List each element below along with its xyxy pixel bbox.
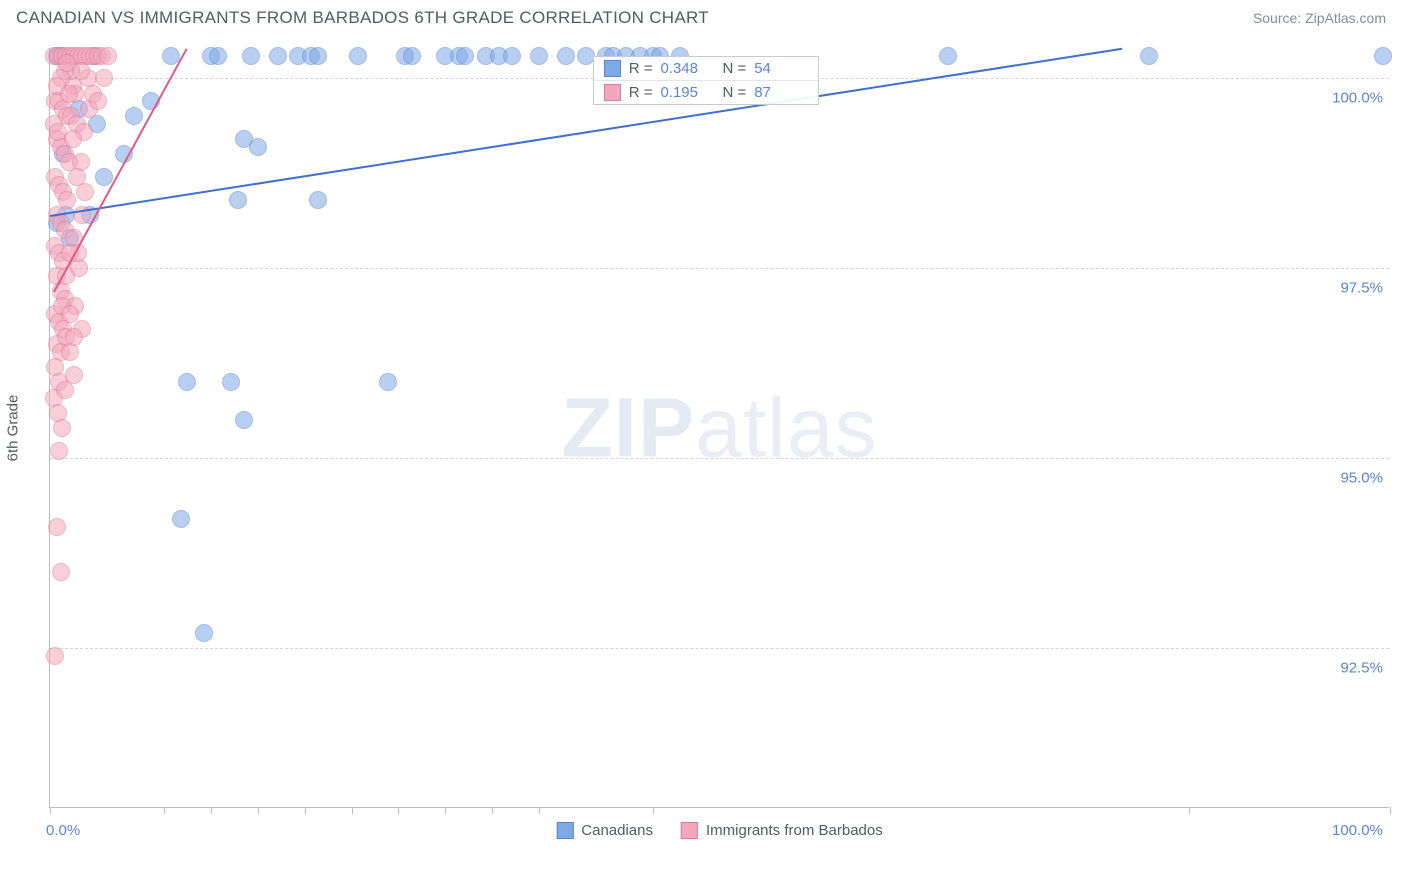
gridline [50,648,1389,649]
x-tick [258,807,259,814]
scatter-point [95,69,113,87]
legend-n-label: N = [722,60,746,77]
scatter-point [209,47,227,65]
x-tick [50,807,51,814]
scatter-point [58,54,76,72]
gridline [50,268,1389,269]
legend-r-label: R = [629,60,653,77]
scatter-point [89,92,107,110]
scatter-point [269,47,287,65]
y-axis-title: 6th Grade [5,395,22,462]
scatter-point [53,419,71,437]
x-tick-label: 100.0% [1332,822,1383,839]
x-tick [398,807,399,814]
x-tick [1390,807,1391,814]
legend-r-value: 0.348 [660,60,714,77]
legend-r-label: R = [629,84,653,101]
y-tick-label: 100.0% [1332,90,1383,107]
scatter-point [557,47,575,65]
stats-legend-row: R = 0.348 N = 54 [594,57,819,81]
scatter-point [403,47,421,65]
scatter-point [503,47,521,65]
scatter-point [68,168,86,186]
scatter-point [46,647,64,665]
x-tick [305,807,306,814]
x-tick [445,807,446,814]
scatter-point [229,191,247,209]
x-tick [653,807,654,814]
legend-swatch [604,84,621,101]
x-tick [1189,807,1190,814]
legend-swatch [556,822,573,839]
series-legend-label: Immigrants from Barbados [706,822,883,839]
scatter-point [52,563,70,581]
watermark-bold: ZIP [561,380,695,474]
watermark: ZIPatlas [561,379,877,476]
plot-wrap: 6th Grade ZIPatlas 92.5%95.0%97.5%100.0%… [49,48,1389,808]
scatter-point [242,47,260,65]
x-tick [492,807,493,814]
scatter-point [61,305,79,323]
plot-area: ZIPatlas 92.5%95.0%97.5%100.0%0.0%100.0%… [49,48,1389,808]
legend-swatch [681,822,698,839]
scatter-point [99,47,117,65]
stats-legend: R = 0.348 N = 54 R = 0.195 N = 87 [593,56,820,105]
scatter-point [939,47,957,65]
scatter-point [1374,47,1392,65]
watermark-light: atlas [695,380,877,474]
gridline [50,458,1389,459]
scatter-point [65,328,83,346]
x-tick [164,807,165,814]
x-tick [539,807,540,814]
series-legend-label: Canadians [581,822,653,839]
y-tick-label: 97.5% [1340,280,1383,297]
scatter-point [309,191,327,209]
chart-title: CANADIAN VS IMMIGRANTS FROM BARBADOS 6TH… [16,8,709,28]
scatter-point [95,168,113,186]
scatter-point [235,411,253,429]
source-label: Source: ZipAtlas.com [1253,10,1386,26]
scatter-point [48,518,66,536]
scatter-point [172,510,190,528]
scatter-point [60,85,78,103]
scatter-point [76,183,94,201]
trend-line [50,48,1122,217]
stats-legend-row: R = 0.195 N = 87 [594,81,819,104]
scatter-point [530,47,548,65]
series-legend-item: Canadians [556,822,653,839]
scatter-point [309,47,327,65]
scatter-point [249,138,267,156]
scatter-point [178,373,196,391]
legend-r-value: 0.195 [660,84,714,101]
x-tick [352,807,353,814]
legend-n-value: 87 [754,84,808,101]
scatter-point [195,624,213,642]
scatter-point [58,191,76,209]
scatter-point [379,373,397,391]
scatter-point [56,381,74,399]
legend-n-label: N = [722,84,746,101]
scatter-point [64,130,82,148]
series-legend: Canadians Immigrants from Barbados [556,822,882,839]
scatter-point [1140,47,1158,65]
x-tick-label: 0.0% [46,822,80,839]
y-tick-label: 92.5% [1340,660,1383,677]
scatter-point [456,47,474,65]
scatter-point [50,442,68,460]
scatter-point [125,107,143,125]
title-bar: CANADIAN VS IMMIGRANTS FROM BARBADOS 6TH… [0,0,1406,32]
series-legend-item: Immigrants from Barbados [681,822,883,839]
legend-n-value: 54 [754,60,808,77]
y-tick-label: 95.0% [1340,470,1383,487]
x-tick [211,807,212,814]
scatter-point [222,373,240,391]
legend-swatch [604,60,621,77]
scatter-point [349,47,367,65]
